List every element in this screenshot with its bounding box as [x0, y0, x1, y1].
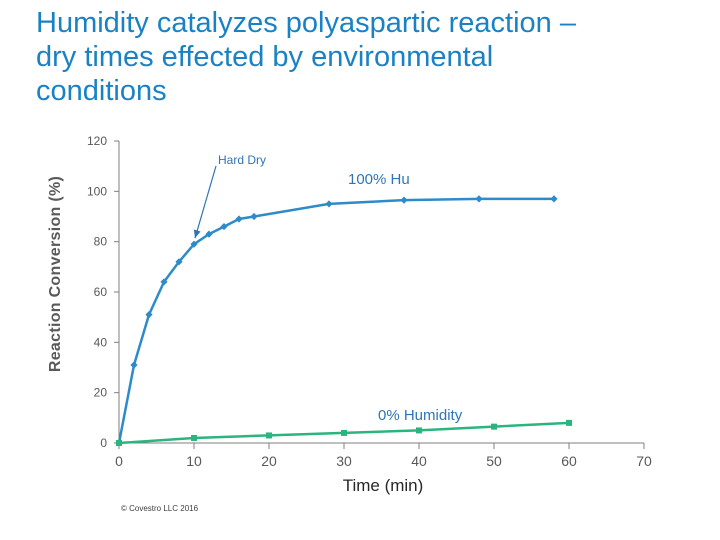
page-title: Humidity catalyzes polyaspartic reaction…	[36, 7, 576, 107]
x-tick-label: 60	[561, 453, 577, 469]
data-point	[235, 215, 243, 223]
data-point	[550, 195, 558, 203]
x-tick-label: 40	[411, 453, 427, 469]
data-point	[250, 212, 258, 221]
data-point	[341, 429, 347, 436]
x-tick-label: 20	[261, 453, 277, 469]
data-point	[325, 200, 333, 208]
data-point	[266, 432, 272, 439]
x-tick-label: 0	[115, 453, 123, 469]
x-tick-label: 70	[636, 453, 652, 469]
series-label-dry: 0% Humidity	[378, 407, 463, 424]
series-layer	[115, 195, 572, 447]
y-axis: 0 20 40 60 80 100 120	[87, 134, 120, 450]
data-point	[475, 195, 483, 203]
y-tick-label: 40	[94, 335, 108, 349]
data-point	[220, 222, 228, 231]
y-tick-label: 0	[100, 436, 107, 450]
x-tick-label: 10	[186, 453, 202, 469]
x-axis: 0 10 20 30 40 50 60 70	[115, 442, 652, 469]
data-point	[145, 311, 153, 319]
data-point	[130, 361, 138, 369]
y-tick-label: 120	[87, 134, 107, 148]
annotation-hard-dry: Hard Dry	[218, 153, 266, 167]
annotation-arrow-line	[194, 165, 217, 239]
data-point	[190, 240, 198, 248]
x-axis-label: Time (min)	[342, 476, 424, 495]
y-tick-label: 100	[87, 184, 107, 198]
annotation-layer: 100% Hu 0% Humidity Hard Dry	[193, 153, 463, 424]
x-tick-label: 50	[486, 453, 502, 469]
data-point	[400, 196, 408, 204]
y-tick-label: 80	[94, 235, 108, 249]
y-tick-label: 60	[94, 285, 108, 299]
data-point	[116, 440, 122, 446]
data-point	[416, 427, 422, 434]
annotation-arrowhead	[193, 229, 201, 239]
data-point	[160, 278, 168, 286]
y-axis-label: Reaction Conversion (%)	[47, 175, 64, 373]
series-line-0	[117, 197, 554, 444]
data-point	[205, 230, 213, 238]
series-label-humid: 100% Hu	[348, 171, 410, 188]
x-tick-label: 30	[336, 453, 352, 469]
y-tick-label: 20	[94, 386, 108, 400]
data-point	[191, 434, 197, 441]
copyright-text: © Covestro LLC 2016	[121, 504, 199, 513]
data-point	[566, 419, 572, 426]
data-point	[491, 423, 497, 430]
data-point	[175, 258, 183, 266]
